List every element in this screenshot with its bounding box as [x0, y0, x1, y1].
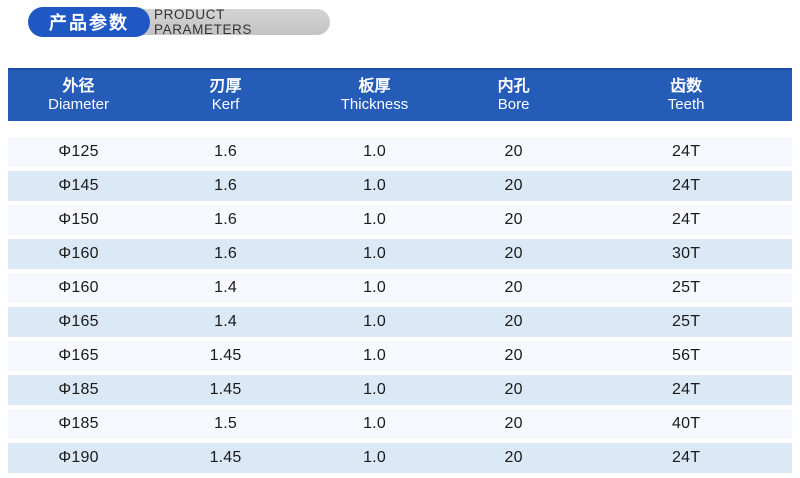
cell-bore: 20 [504, 347, 523, 364]
table-row: Φ185 1.45 1.0 20 24T [8, 375, 792, 405]
column-header-zh: 齿数 [670, 76, 703, 96]
cell-teeth: 24T [672, 381, 701, 398]
column-header-zh: 板厚 [358, 76, 391, 96]
cell-kerf: 1.45 [209, 449, 242, 466]
column-header-kerf: 刃厚 Kerf [149, 70, 302, 121]
cell-thickness: 1.0 [363, 245, 386, 262]
table-row: Φ160 1.6 1.0 20 30T [8, 239, 792, 269]
cell-teeth: 25T [672, 279, 701, 296]
cell-diameter: Φ165 [58, 313, 99, 330]
column-header-zh: 刃厚 [209, 76, 242, 96]
cell-diameter: Φ190 [58, 449, 99, 466]
cell-kerf: 1.45 [209, 347, 242, 364]
cell-thickness: 1.0 [363, 177, 386, 194]
cell-bore: 20 [504, 211, 523, 228]
cell-bore: 20 [504, 415, 523, 432]
cell-diameter: Φ185 [58, 415, 99, 432]
section-title-zh-pill: 产品参数 [28, 7, 150, 37]
cell-teeth: 24T [672, 143, 701, 160]
column-header-en: Bore [497, 96, 530, 114]
table-row: Φ190 1.45 1.0 20 24T [8, 443, 792, 473]
column-header-en: Diameter [48, 96, 109, 114]
table-row: Φ165 1.4 1.0 20 25T [8, 307, 792, 337]
column-header-en: Thickness [340, 96, 409, 114]
table-body: Φ125 1.6 1.0 20 24T Φ145 1.6 1.0 20 24T … [8, 137, 792, 473]
cell-kerf: 1.6 [214, 143, 237, 160]
column-header-diameter: 外径 Diameter [8, 70, 149, 121]
cell-teeth: 24T [672, 449, 701, 466]
cell-bore: 20 [504, 449, 523, 466]
cell-kerf: 1.45 [209, 381, 242, 398]
cell-bore: 20 [504, 143, 523, 160]
column-header-teeth: 齿数 Teeth [580, 70, 792, 121]
cell-diameter: Φ125 [58, 143, 99, 160]
cell-thickness: 1.0 [363, 313, 386, 330]
cell-bore: 20 [504, 279, 523, 296]
cell-diameter: Φ185 [58, 381, 99, 398]
cell-teeth: 25T [672, 313, 701, 330]
column-header-en: Teeth [667, 96, 705, 114]
column-header-zh: 外径 [62, 76, 95, 96]
cell-teeth: 30T [672, 245, 701, 262]
cell-thickness: 1.0 [363, 143, 386, 160]
cell-diameter: Φ160 [58, 279, 99, 296]
cell-thickness: 1.0 [363, 347, 386, 364]
cell-kerf: 1.6 [214, 177, 237, 194]
cell-teeth: 24T [672, 211, 701, 228]
cell-kerf: 1.6 [214, 211, 237, 228]
cell-kerf: 1.4 [214, 313, 237, 330]
section-title-en: PRODUCT PARAMETERS [154, 7, 253, 37]
cell-thickness: 1.0 [363, 211, 386, 228]
cell-diameter: Φ160 [58, 245, 99, 262]
column-header-zh: 内孔 [497, 76, 530, 96]
cell-teeth: 24T [672, 177, 701, 194]
cell-diameter: Φ165 [58, 347, 99, 364]
cell-thickness: 1.0 [363, 415, 386, 432]
cell-bore: 20 [504, 177, 523, 194]
cell-kerf: 1.5 [214, 415, 237, 432]
table-row: Φ160 1.4 1.0 20 25T [8, 273, 792, 303]
column-header-en: Kerf [211, 96, 240, 114]
cell-kerf: 1.6 [214, 245, 237, 262]
table-row: Φ145 1.6 1.0 20 24T [8, 171, 792, 201]
table-row: Φ185 1.5 1.0 20 40T [8, 409, 792, 439]
cell-bore: 20 [504, 245, 523, 262]
cell-bore: 20 [504, 313, 523, 330]
cell-teeth: 56T [672, 347, 701, 364]
cell-thickness: 1.0 [363, 449, 386, 466]
table-row: Φ125 1.6 1.0 20 24T [8, 137, 792, 167]
table-row: Φ165 1.45 1.0 20 56T [8, 341, 792, 371]
cell-thickness: 1.0 [363, 381, 386, 398]
table-row: Φ150 1.6 1.0 20 24T [8, 205, 792, 235]
cell-thickness: 1.0 [363, 279, 386, 296]
table-header-row: 外径 Diameter 刃厚 Kerf 板厚 Thickness 内孔 Bore… [8, 68, 792, 121]
cell-diameter: Φ150 [58, 211, 99, 228]
section-title-zh: 产品参数 [49, 13, 129, 34]
column-header-bore: 内孔 Bore [447, 70, 580, 121]
cell-kerf: 1.4 [214, 279, 237, 296]
cell-bore: 20 [504, 381, 523, 398]
cell-teeth: 40T [672, 415, 701, 432]
product-parameters-table: 外径 Diameter 刃厚 Kerf 板厚 Thickness 内孔 Bore… [8, 68, 792, 477]
cell-diameter: Φ145 [58, 177, 99, 194]
column-header-thickness: 板厚 Thickness [302, 70, 447, 121]
